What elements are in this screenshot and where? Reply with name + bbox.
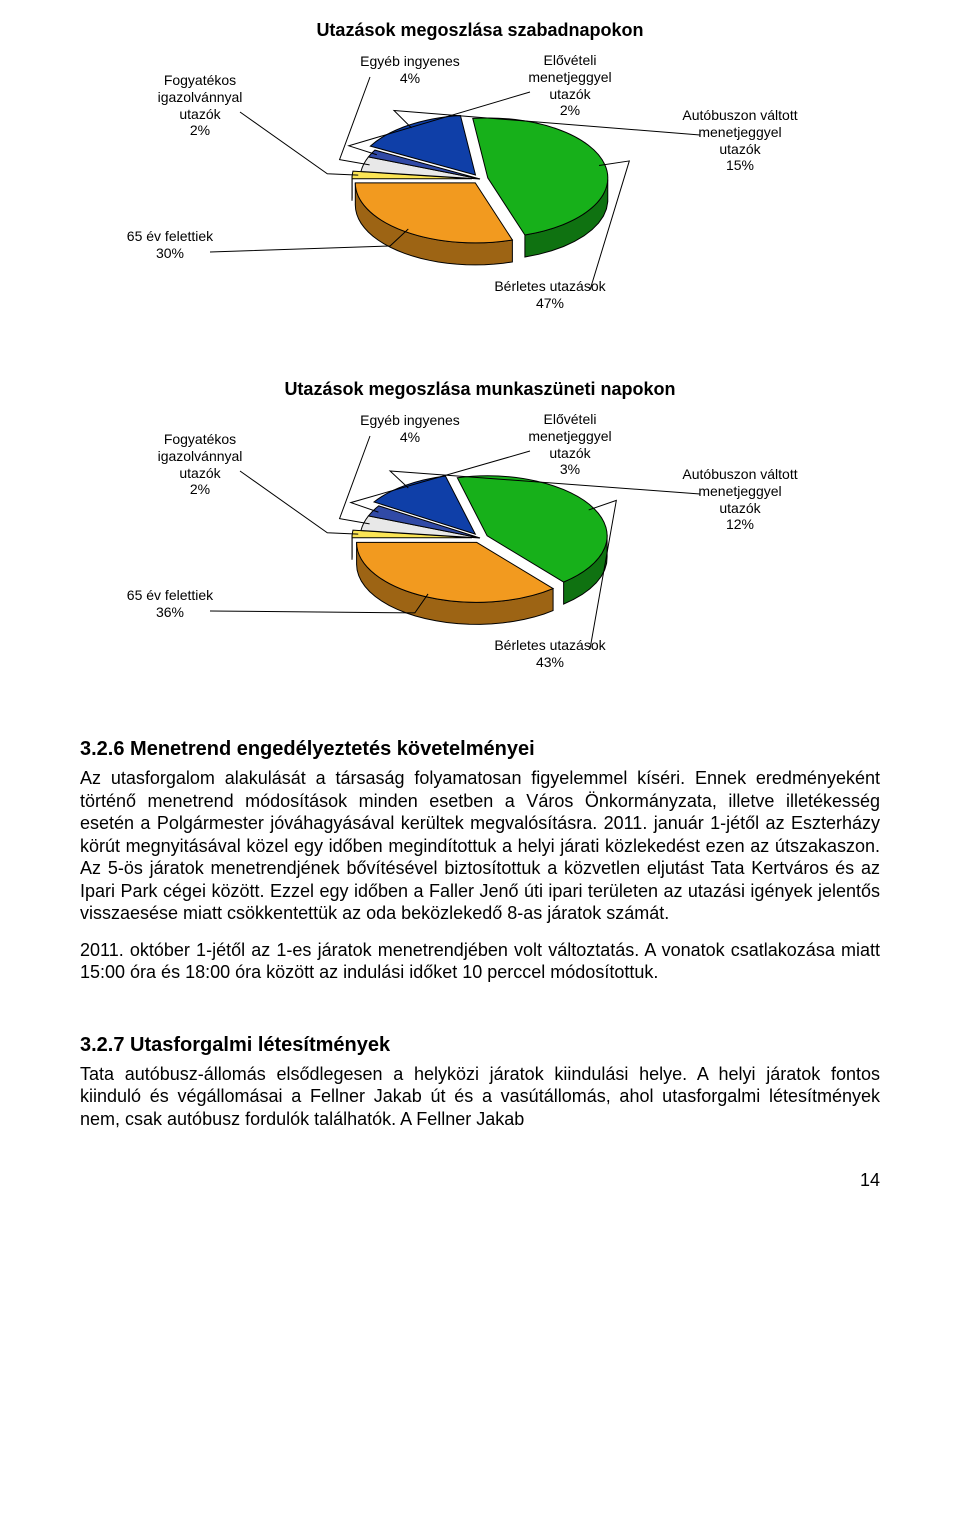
pie-svg [80, 49, 880, 329]
chart-1: Utazások megoszlása szabadnapokon 65 év … [80, 20, 880, 329]
section-326-heading: 3.2.6 Menetrend engedélyeztetés követelm… [80, 738, 880, 761]
chart-2: Utazások megoszlása munkaszüneti napokon… [80, 379, 880, 688]
chart-1-title: Utazások megoszlása szabadnapokon [80, 20, 880, 41]
document-page: Utazások megoszlása szabadnapokon 65 év … [0, 0, 960, 1231]
chart-2-area: 65 év felettiek36%Fogyatékosigazolvánnya… [80, 408, 880, 688]
page-number: 14 [80, 1170, 880, 1191]
section-327-heading: 3.2.7 Utasforgalmi létesítmények [80, 1034, 880, 1057]
section-327-para-1: Tata autóbusz-állomás elsődlegesen a hel… [80, 1063, 880, 1131]
section-326-para-1: Az utasforgalom alakulását a társaság fo… [80, 767, 880, 925]
chart-2-title: Utazások megoszlása munkaszüneti napokon [80, 379, 880, 400]
section-326-para-2: 2011. október 1-jétől az 1-es járatok me… [80, 939, 880, 984]
chart-1-area: 65 év felettiek30%Fogyatékosigazolvánnya… [80, 49, 880, 329]
pie-svg [80, 408, 880, 688]
